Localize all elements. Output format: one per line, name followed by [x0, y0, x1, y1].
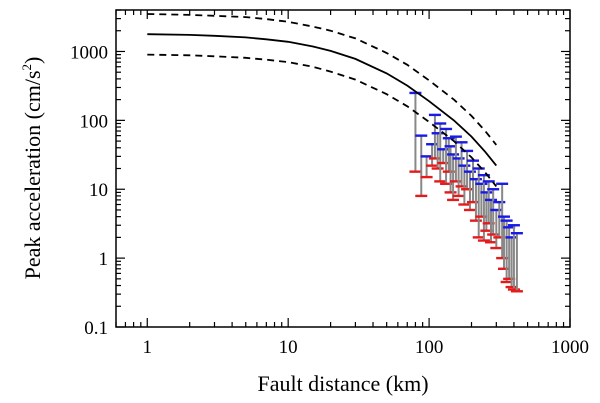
plot-area: [147, 13, 523, 293]
median-curve: [147, 33, 498, 167]
y-axis-label-close: ): [20, 57, 45, 64]
plot-frame: [115, 9, 571, 328]
x-axis-label: Fault distance (km): [257, 371, 428, 396]
x-tick-label: 1000: [551, 337, 589, 358]
y-tick-label: 100: [80, 111, 109, 132]
upper-bound-curve: [147, 13, 498, 146]
y-axis-label-main: Peak acceleration (cm/s: [20, 70, 45, 279]
y-tick-label: 1000: [70, 42, 108, 63]
x-tick-label: 100: [415, 337, 444, 358]
y-tick-label: 10: [89, 180, 108, 201]
y-axis-label-superscript: 2: [19, 64, 34, 71]
x-tick-label: 1: [143, 337, 153, 358]
axis-ticks: [115, 9, 571, 328]
x-tick-label: 10: [279, 337, 298, 358]
lower-bound-curve: [147, 53, 498, 187]
y-tick-label: 1: [99, 249, 109, 270]
y-tick-label: 0.1: [84, 318, 108, 339]
plot-contents: [147, 13, 523, 293]
tick-labels: 1 10 100 1000 0.1 1 10 100 1000: [70, 42, 589, 358]
y-axis-label: Peak acceleration (cm/s2): [19, 57, 45, 280]
